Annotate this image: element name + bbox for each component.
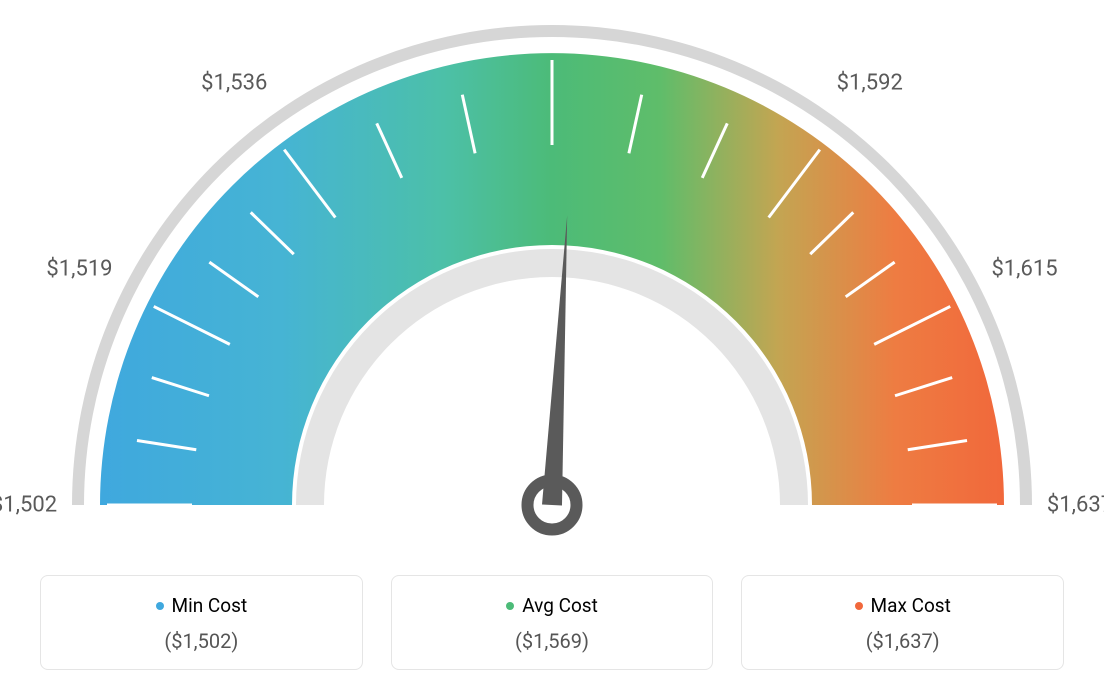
gauge-chart: $1,502$1,519$1,536$1,569$1,592$1,615$1,6… [0, 0, 1104, 560]
legend-row: Min Cost ($1,502) Avg Cost ($1,569) Max … [40, 575, 1064, 670]
gauge-tick-label: $1,637 [1047, 493, 1104, 518]
legend-card-avg: Avg Cost ($1,569) [391, 575, 714, 670]
gauge-tick-label: $1,502 [0, 493, 57, 518]
dot-icon [506, 602, 514, 610]
gauge-tick-label: $1,536 [201, 71, 267, 96]
legend-title-max: Max Cost [855, 594, 951, 617]
gauge-tick-label: $1,615 [991, 257, 1057, 282]
dot-icon [156, 602, 164, 610]
legend-title-min: Min Cost [156, 594, 248, 617]
legend-label: Min Cost [172, 594, 248, 617]
legend-value-max: ($1,637) [754, 629, 1051, 653]
legend-title-avg: Avg Cost [506, 594, 598, 617]
gauge-svg [0, 0, 1104, 560]
legend-card-max: Max Cost ($1,637) [741, 575, 1064, 670]
dot-icon [855, 602, 863, 610]
legend-value-avg: ($1,569) [404, 629, 701, 653]
legend-label: Avg Cost [522, 594, 598, 617]
legend-label: Max Cost [871, 594, 951, 617]
gauge-tick-label: $1,519 [46, 257, 112, 282]
gauge-tick-label: $1,592 [837, 71, 903, 96]
legend-card-min: Min Cost ($1,502) [40, 575, 363, 670]
legend-value-min: ($1,502) [53, 629, 350, 653]
